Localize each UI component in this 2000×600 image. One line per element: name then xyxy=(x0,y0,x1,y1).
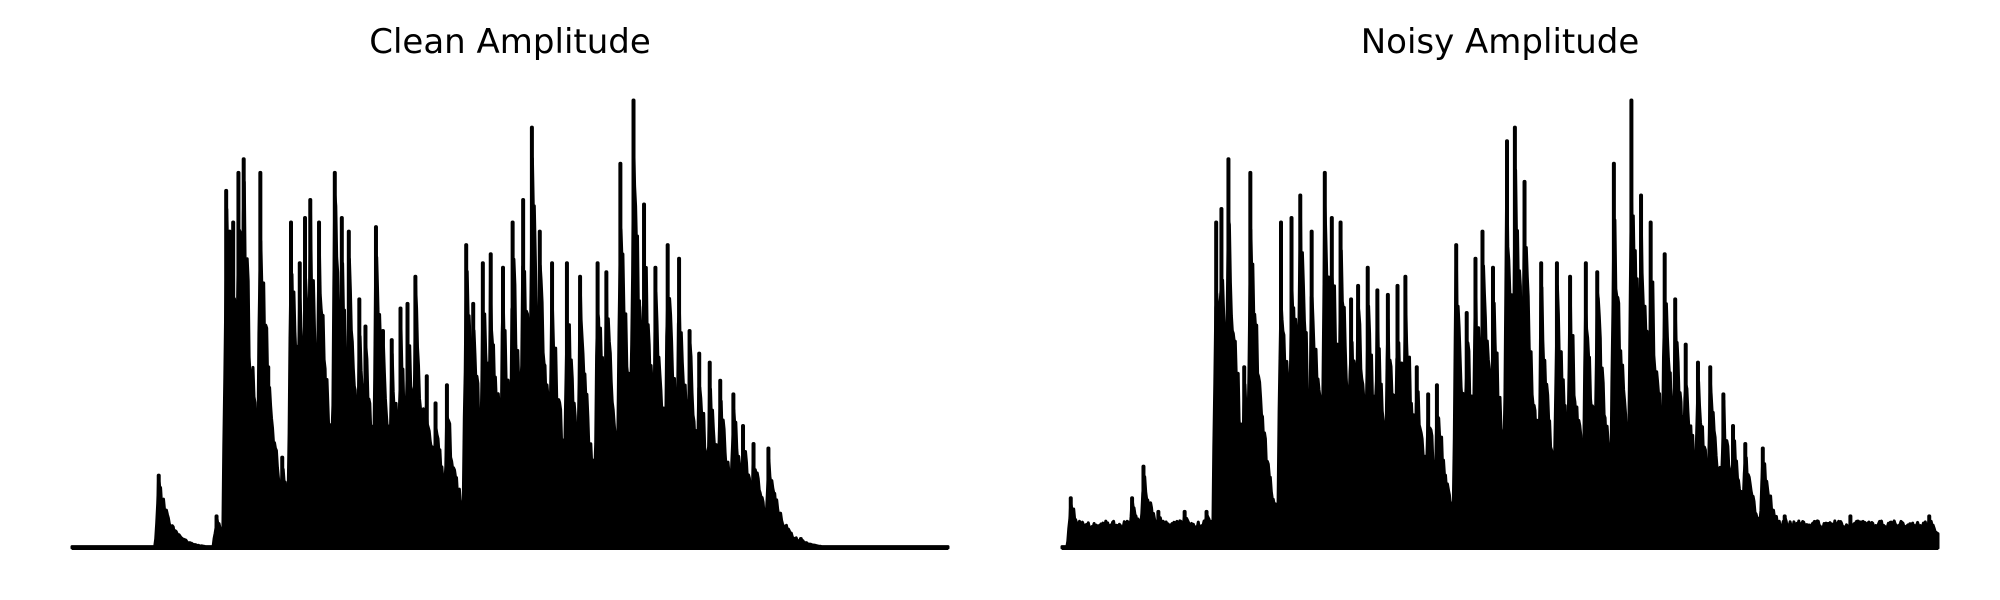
chart-title: Noisy Amplitude xyxy=(1360,22,1640,62)
chart-title: Clean Amplitude xyxy=(369,22,651,62)
amplitude-plot xyxy=(70,98,950,550)
chart-panel-noisy: Noisy Amplitude xyxy=(1050,0,1950,600)
amplitude-envelope xyxy=(70,137,950,550)
chart-panel-clean: Clean Amplitude xyxy=(60,0,960,600)
amplitude-envelope xyxy=(1060,168,1940,550)
amplitude-plot xyxy=(1060,98,1940,550)
